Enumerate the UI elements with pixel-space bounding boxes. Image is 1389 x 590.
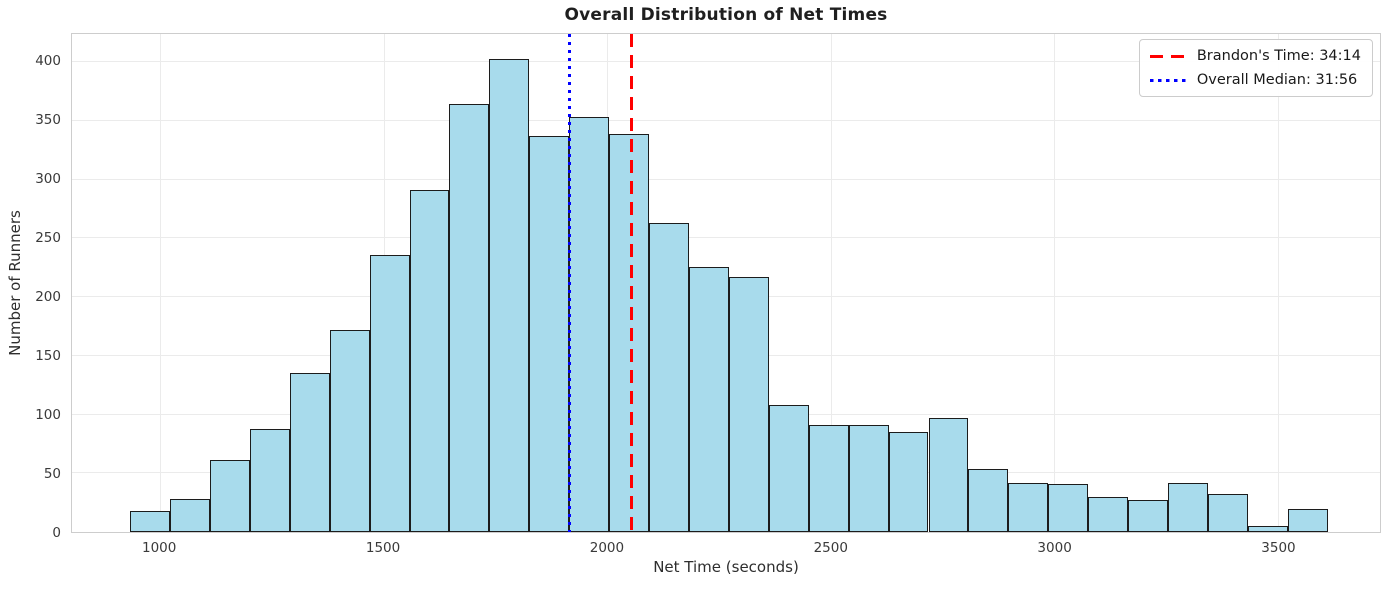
y-tick-label: 350 — [35, 112, 61, 129]
histogram-bar — [1247, 526, 1288, 532]
histogram-bar — [609, 133, 650, 532]
v-gridline — [1054, 34, 1056, 532]
histogram-bar — [1128, 500, 1168, 532]
legend-entry: Brandon's Time: 34:14 — [1149, 48, 1361, 64]
histogram-bar — [888, 432, 929, 532]
x-tick-label: 2000 — [589, 540, 625, 556]
histogram-bar — [1048, 483, 1089, 532]
y-tick-label: 250 — [35, 230, 61, 247]
histogram-bar — [848, 425, 889, 532]
histogram-bar — [130, 510, 171, 532]
h-gridline — [72, 237, 1380, 239]
x-tick-label: 2500 — [813, 540, 848, 556]
histogram-bar — [369, 254, 410, 532]
histogram-bar — [209, 460, 250, 532]
legend: Brandon's Time: 34:14 Overall Median: 31… — [1138, 39, 1373, 97]
v-gridline — [1277, 34, 1279, 532]
histogram-bar — [768, 405, 809, 532]
dashed-vline — [629, 34, 633, 532]
histogram-bar — [249, 428, 290, 532]
legend-label: Brandon's Time: 34:14 — [1196, 48, 1361, 64]
histogram-bar — [688, 266, 729, 532]
y-tick-label: 50 — [43, 466, 61, 483]
histogram-bar — [489, 58, 530, 532]
dotted-vline — [568, 34, 572, 532]
h-gridline — [72, 61, 1380, 63]
histogram-bar — [928, 418, 969, 532]
histogram-bar — [1088, 496, 1129, 532]
dashed-line-sample-icon — [1149, 54, 1186, 58]
x-tick-label: 1000 — [142, 540, 177, 556]
histogram-bar — [329, 329, 370, 532]
histogram-bar — [529, 136, 570, 532]
histogram-bar — [569, 117, 610, 532]
legend-entry: Overall Median: 31:56 — [1149, 72, 1361, 88]
y-tick-label: 150 — [35, 348, 61, 365]
histogram-bar — [808, 425, 849, 532]
histogram-bar — [449, 104, 490, 532]
histogram-bar — [1207, 494, 1248, 532]
histogram-bar — [1287, 508, 1328, 532]
chart-title: Overall Distribution of Net Times — [564, 5, 888, 25]
x-tick-label: 3500 — [1261, 540, 1296, 556]
histogram-bar — [1168, 482, 1208, 532]
x-axis-label: Net Time (seconds) — [653, 558, 799, 576]
plot-area: Brandon's Time: 34:14 Overall Median: 31… — [71, 33, 1381, 533]
y-tick-label: 400 — [35, 53, 61, 70]
y-tick-label: 0 — [52, 525, 61, 541]
histogram-bar — [1008, 482, 1049, 532]
x-tick-label: 1500 — [365, 540, 401, 556]
v-gridline — [830, 34, 832, 532]
x-tick-label: 3000 — [1037, 540, 1072, 556]
v-gridline — [160, 34, 162, 532]
histogram-bar — [170, 499, 210, 532]
histogram-bar — [289, 373, 330, 532]
histogram-bar — [409, 190, 450, 532]
histogram-bar — [968, 468, 1009, 532]
h-gridline — [72, 119, 1380, 121]
h-gridline — [72, 178, 1380, 180]
legend-label: Overall Median: 31:56 — [1196, 72, 1358, 88]
y-tick-label: 300 — [35, 171, 61, 188]
y-tick-label: 200 — [35, 289, 61, 306]
y-tick-label: 100 — [35, 407, 61, 424]
dotted-line-sample-icon — [1149, 78, 1186, 82]
histogram-bar — [649, 223, 689, 532]
histogram-bar — [728, 277, 769, 532]
